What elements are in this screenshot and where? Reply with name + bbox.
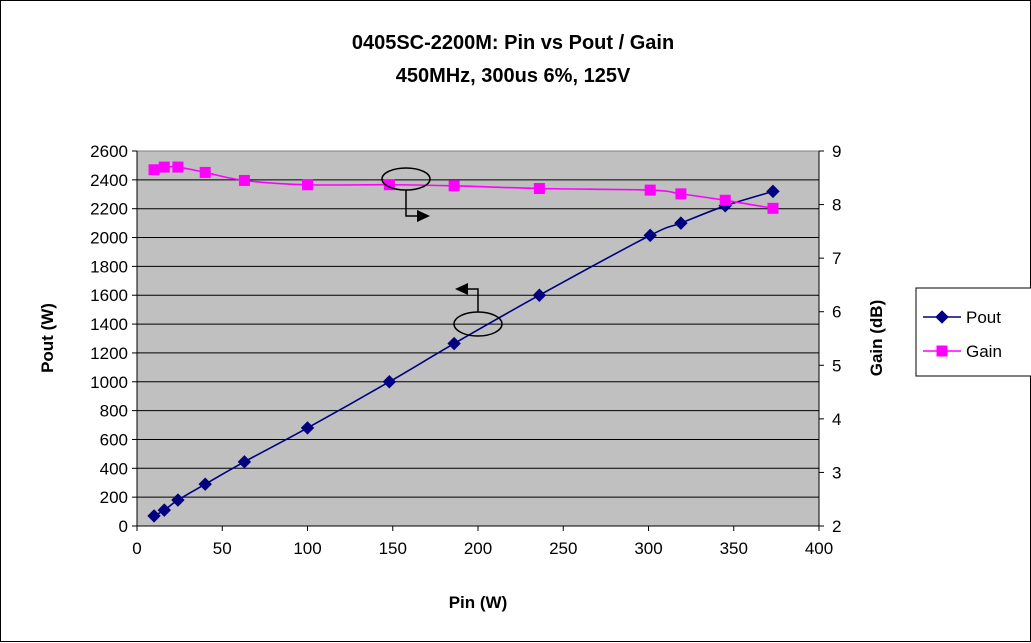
x-tick-label: 50 [213, 539, 232, 558]
pout-point [300, 421, 315, 435]
legend-box [915, 287, 1031, 377]
x-tick-label: 250 [549, 539, 577, 558]
x-tick-label: 150 [379, 539, 407, 558]
y2-tick-label: 8 [832, 196, 841, 215]
gain-point [533, 183, 545, 194]
x-tick-label: 200 [464, 539, 492, 558]
x-tick-label: 100 [293, 539, 321, 558]
pout-axis-arrow-line [466, 288, 479, 312]
gain-point [719, 194, 731, 206]
gain-point [148, 164, 160, 176]
pout-point [643, 228, 657, 243]
y2-tick-label: 7 [832, 249, 841, 268]
pout-point [198, 477, 212, 491]
y2-tick-label: 9 [832, 142, 841, 161]
y2-tick-label: 5 [832, 356, 841, 375]
gain-point [675, 188, 687, 200]
y-tick-label: 1800 [90, 257, 128, 276]
gain-point [448, 180, 460, 192]
y2-tick-label: 2 [832, 517, 841, 536]
series-layer [147, 161, 780, 523]
y-tick-label: 0 [119, 517, 128, 536]
y2-axis-title: Gain (dB) [867, 300, 886, 377]
x-axis-title: Pin (W) [449, 593, 508, 612]
x-tick-label: 300 [634, 539, 662, 558]
y2-tick-label: 3 [832, 463, 841, 482]
gridlines [137, 179, 819, 498]
y-tick-label: 400 [100, 459, 128, 478]
pout-axis-arrowhead [455, 283, 468, 295]
chart-title: 0405SC-2200M: Pin vs Pout / Gain [352, 32, 674, 54]
y-tick-label: 1000 [90, 373, 128, 392]
pout-point [766, 184, 780, 199]
pout-point [157, 503, 171, 517]
pout-point [447, 336, 461, 351]
y-axis-title: Pout (W) [38, 303, 57, 373]
y-tick-label: 2400 [90, 171, 128, 190]
series-gain [148, 161, 779, 214]
y2-tick-label: 4 [832, 410, 841, 429]
legend-marker-pout [935, 310, 949, 324]
gain-point [644, 184, 656, 196]
y-tick-label: 1600 [90, 286, 128, 305]
gain-point [172, 161, 184, 173]
pout-point [237, 455, 252, 469]
gain-point [767, 202, 779, 214]
legend-marker-gain [936, 345, 948, 357]
y2-tick-label: 6 [832, 303, 841, 322]
y-tick-label: 2600 [90, 142, 128, 161]
axis-indicator-annotations [381, 167, 503, 337]
y-tick-label: 1200 [90, 344, 128, 363]
pout-point [171, 493, 185, 507]
pout-point [674, 216, 688, 230]
y-tick-label: 200 [100, 488, 128, 507]
axes: 0200400600800100012001400160018002000220… [90, 142, 841, 558]
y-tick-label: 1400 [90, 315, 128, 334]
gain-point [158, 161, 170, 173]
pout-point [382, 375, 397, 389]
legend: Pout Gain [915, 287, 1031, 377]
legend-label-gain: Gain [966, 342, 1002, 361]
gain-axis-arrow-line [405, 190, 419, 217]
y-tick-label: 2200 [90, 200, 128, 219]
gain-axis-arrowhead [417, 210, 430, 222]
y-tick-label: 2000 [90, 229, 128, 248]
pout-point [532, 288, 547, 302]
x-tick-label: 0 [132, 539, 141, 558]
gain-point [199, 166, 211, 178]
plot-area [136, 150, 820, 527]
gain-point [302, 179, 313, 191]
gain-point [238, 174, 250, 186]
series-pout [147, 184, 780, 523]
legend-label-pout: Pout [966, 308, 1001, 327]
x-tick-label: 350 [720, 539, 748, 558]
y-tick-label: 800 [100, 402, 128, 421]
x-tick-label: 400 [805, 539, 833, 558]
y-tick-label: 600 [100, 430, 128, 449]
pout-point [147, 509, 161, 523]
chart-subtitle: 450MHz, 300us 6%, 125V [396, 65, 631, 87]
